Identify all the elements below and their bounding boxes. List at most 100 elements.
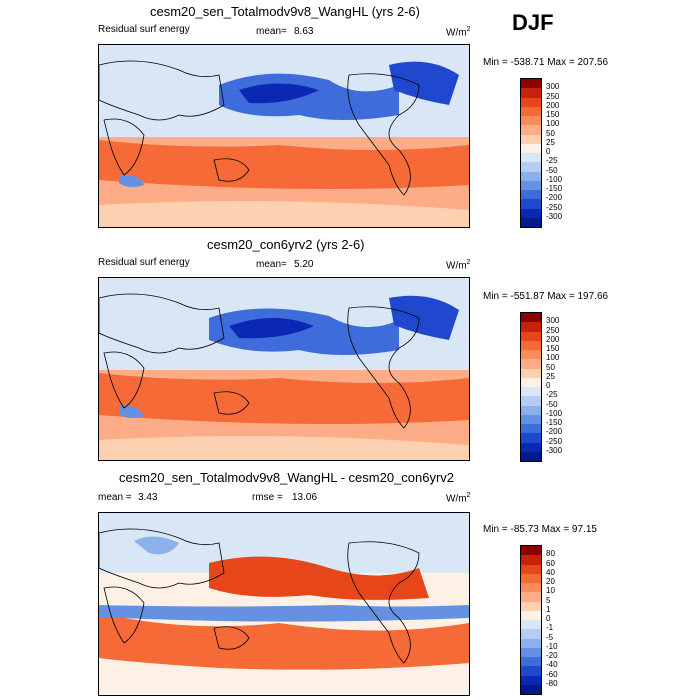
panel-2-colorbar-swatch: [521, 414, 541, 424]
panel-3-colorbar-swatch: [521, 573, 541, 583]
panel-3-colorbar-labels: 80 60 40 20 10 5 1 0 -1 -5 -10 -20 -40 -60 -80: [546, 545, 586, 693]
panel-2-colorbar-tick-label: -250: [546, 436, 563, 446]
panel-1-south-atlantic-cold: [119, 174, 144, 188]
panel-3-colorbar-tick-label: -10: [546, 641, 558, 651]
panel-2-coast-americas: [347, 306, 420, 429]
panel-2-colorbar-tick-label: -300: [546, 445, 563, 455]
panel-1-colorbar-swatch: [521, 162, 541, 172]
panel-1-colorbar-tick-label: 150: [546, 110, 560, 119]
panel-1-colorbar-labels: 300 250 200 150 100 50 25 0 -25 -50 -100 -150 -200 -2…: [546, 78, 586, 226]
panel-1-colorbar-swatch: [521, 171, 541, 181]
panel-2-colorbar-swatch: [521, 331, 541, 341]
panel-3-colorbar-swatch: [521, 564, 541, 574]
panel-2-colorbar-tick-label: 25: [546, 371, 555, 381]
panel-3-colorbar-swatch: [521, 620, 541, 630]
panel-1-map: [98, 44, 470, 228]
panel-2-colorbar-tick-label: 300: [546, 316, 560, 326]
panel-3-southern-warm-band: [99, 613, 469, 670]
panel-2-mean-label: mean=: [256, 259, 287, 270]
panel-3-map-svg: [99, 513, 469, 695]
panel-2-colorbar-labels: 300 250 200 150 100 50 25 0 -25 -50 -100 -150 -200 -2…: [546, 312, 586, 460]
panel-2-colorbar-tick-label: -150: [546, 418, 563, 427]
panel-2-colorbar-swatch: [521, 442, 541, 452]
panel-1-colorbar-tick-label: -150: [546, 184, 563, 193]
panel-2-colorbar-swatch: [521, 368, 541, 378]
panel-2-map: [98, 277, 470, 461]
panel-3-colorbar-swatch: [521, 601, 541, 611]
panel-3-colorbar-swatch: [521, 629, 541, 639]
panel-2-colorbar-tick-label: -200: [546, 427, 563, 437]
panel-2-south-atlantic-cold: [119, 405, 144, 419]
panel-2-colorbar-tick-label: 250: [546, 325, 560, 335]
panel-1-colorbar-swatch: [521, 88, 541, 98]
panel-3-colorbar-tick-label: 10: [546, 586, 555, 596]
season-label: DJF: [512, 10, 554, 35]
panel-2-colorbar-swatch: [521, 396, 541, 406]
panel-3-colorbar-tick-label: 40: [546, 567, 555, 577]
panel-2-colorbar-swatch: [521, 387, 541, 397]
panel-2-southern-ocean: [99, 436, 469, 460]
panel-1-minmax: Min = -538.71 Max = 207.56: [483, 57, 609, 68]
panel-3-units: W/m2: [446, 492, 471, 505]
panel-3-colorbar-tick-label: 5: [546, 595, 551, 605]
panel-3-colorbar-tick-label: 1: [546, 604, 551, 614]
panel-1-colorbar-swatch: [521, 116, 541, 126]
panel-3-colorbar-swatch: [521, 592, 541, 602]
panel-2-coast-eurasia: [99, 293, 225, 354]
panel-3-colorbar-swatch: [521, 657, 541, 667]
panel-1-colorbar-tick-label: -200: [546, 193, 563, 203]
panel-3-map: [98, 512, 470, 696]
panel-2-units: W/m2: [446, 259, 471, 272]
panel-3-colorbar-swatch: [521, 610, 541, 620]
panel-3-coast-americas: [347, 541, 420, 664]
panel-1-colorbar-swatch: [521, 190, 541, 200]
panel-2-colorbar-tick-label: 100: [546, 353, 560, 363]
panel-1-colorbar-swatch: [521, 143, 541, 153]
panel-2-colorbar-tick-label: 200: [546, 334, 560, 344]
panel-1-atlantic-cold: [389, 61, 459, 105]
panel-3-equatorial-cold: [99, 605, 469, 622]
panel-2-minmax: Min = -551.87 Max = 197.66: [483, 291, 609, 302]
panel-1-colorbar-swatch: [521, 106, 541, 116]
panel-1-nh-core: [239, 83, 319, 104]
panel-2-colorbar-tick-label: 150: [546, 344, 560, 353]
panel-2-colorbar-swatch: [521, 451, 541, 461]
panel-3-colorbar-swatch: [521, 666, 541, 676]
panel-2-colorbar-tick-label: 0: [546, 381, 551, 390]
panel-3-colorbar-swatch: [521, 647, 541, 657]
panel-3-colorbar-tick-label: -40: [546, 660, 558, 670]
panel-2-tropic-warm: [99, 373, 469, 424]
panel-2-colorbar-tick-label: -100: [546, 408, 563, 418]
panel-1-colorbar-swatch: [521, 134, 541, 144]
panel-1-colorbar-tick-label: -50: [546, 165, 558, 175]
panel-1-southern-ocean: [99, 201, 469, 227]
panel-3-colorbar-tick-label: -1: [546, 623, 554, 633]
panel-2-colorbar-swatch: [521, 313, 541, 323]
panel-3-colorbar-swatch: [521, 638, 541, 648]
panel-3-colorbar-tick-label: -20: [546, 651, 558, 660]
panel-2-colorbar-swatch: [521, 424, 541, 434]
panel-1-mean-label: mean=: [256, 26, 287, 37]
panel-2-colorbar-tick-label: -50: [546, 399, 558, 409]
panel-3-colorbar-tick-label: 0: [546, 614, 551, 623]
panel-1-mean-value: 8.63: [294, 26, 314, 37]
panel-3-mean-label: mean =: [98, 492, 132, 503]
panel-3-colorbar-swatch: [521, 546, 541, 556]
panel-2-colorbar-swatch: [521, 359, 541, 369]
panel-1-colorbar-swatch: [521, 208, 541, 218]
panel-2-mean-value: 5.20: [294, 259, 314, 270]
panel-2-title: cesm20_con6yrv2 (yrs 2-6): [207, 237, 365, 252]
panel-1-colorbar-swatch: [521, 199, 541, 209]
panel-1-colorbar-swatch: [521, 97, 541, 107]
panel-1-colorbar-swatch: [521, 217, 541, 227]
panel-3-minmax: Min = -85.73 Max = 97.15: [483, 524, 597, 535]
panel-2-colorbar-tick-label: 50: [546, 362, 555, 372]
panel-3-colorbar: [520, 545, 542, 695]
panel-1-colorbar-tick-label: 25: [546, 137, 555, 147]
panel-3-colorbar-tick-label: -80: [546, 678, 558, 688]
panel-3-colorbar-tick-label: -5: [546, 632, 554, 642]
panel-3-coast-australia: [213, 626, 250, 650]
panel-3-colorbar-tick-label: 80: [546, 549, 555, 559]
panel-1-colorbar-swatch: [521, 125, 541, 135]
panel-2-atlantic-cold: [389, 295, 459, 340]
